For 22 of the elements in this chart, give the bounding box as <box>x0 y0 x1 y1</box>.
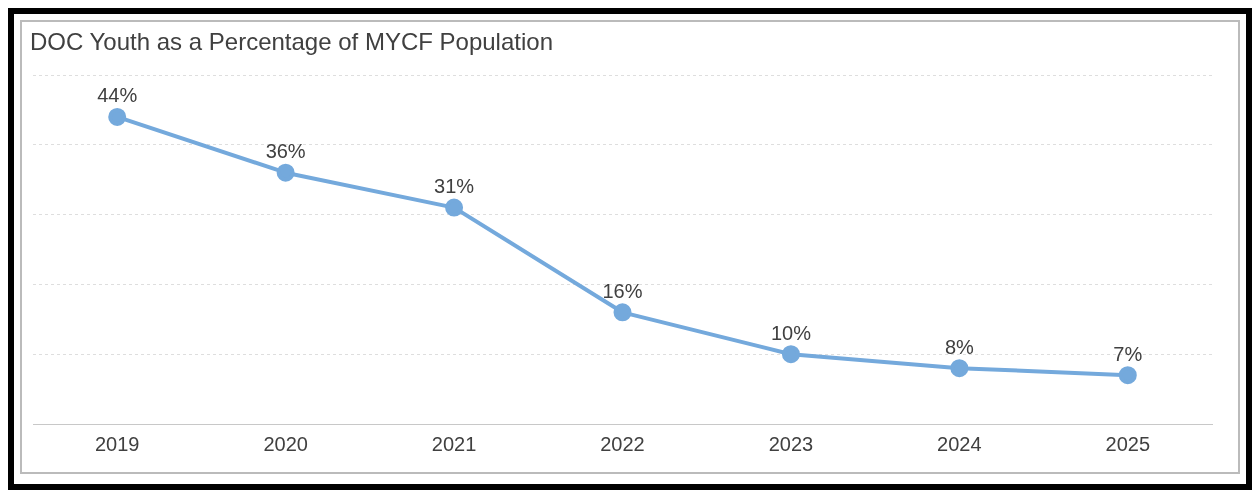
point <box>276 163 295 182</box>
point <box>613 303 632 322</box>
data-label: 31% <box>434 175 475 198</box>
point <box>781 345 800 364</box>
data-label: 7% <box>1113 342 1143 365</box>
x-tick-label: 2023 <box>768 432 814 455</box>
data-label: 36% <box>265 140 306 163</box>
x-tick-label: 2021 <box>431 432 477 455</box>
x-tick-label: 2024 <box>937 432 982 455</box>
point <box>950 359 969 378</box>
data-label: 44% <box>97 84 138 107</box>
x-tick-label: 2025 <box>1105 432 1151 455</box>
point <box>445 198 464 217</box>
x-tick-label: 2022 <box>600 432 645 455</box>
data-label: 8% <box>944 335 975 358</box>
data-label: 10% <box>770 321 812 344</box>
point <box>1118 366 1137 385</box>
data-label: 16% <box>602 279 643 302</box>
x-tick-label: 2019 <box>94 432 140 455</box>
chart-title: DOC Youth as a Percentage of MYCF Population <box>29 27 554 57</box>
point <box>108 107 127 126</box>
x-tick-label: 2020 <box>263 432 308 455</box>
